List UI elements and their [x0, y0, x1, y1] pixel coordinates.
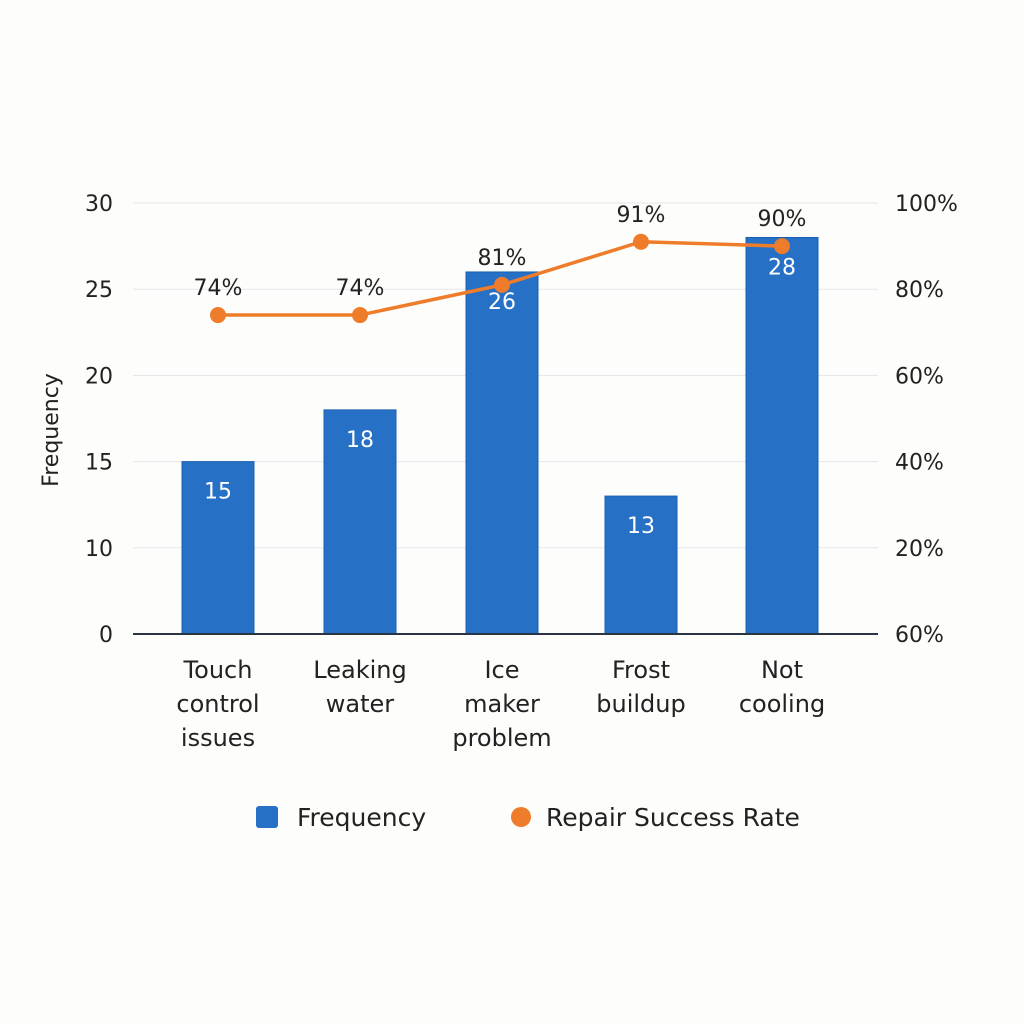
x-tick-label: problem — [452, 724, 551, 752]
x-tick-label: Frost — [612, 656, 670, 684]
bar-data-label: 15 — [204, 480, 232, 505]
x-tick-label: control — [176, 690, 259, 718]
line-data-label: 81% — [478, 246, 527, 271]
bar — [465, 271, 539, 635]
bar-data-label: 28 — [768, 255, 796, 280]
y-left-tick-label: 10 — [85, 537, 113, 562]
x-tick-label: cooling — [739, 690, 825, 718]
x-tick-label: water — [326, 690, 395, 718]
bar — [745, 236, 819, 635]
line-data-label: 74% — [194, 276, 243, 301]
bar — [604, 495, 678, 635]
x-tick-label: buildup — [596, 690, 685, 718]
x-tick-label: Touch — [183, 656, 253, 684]
line-point — [352, 307, 368, 324]
x-tick-label: Not — [761, 656, 803, 684]
x-tick-label: Ice — [484, 656, 519, 684]
y-right-tick-label: 100% — [895, 192, 958, 217]
bar — [181, 461, 255, 635]
y-right-tick-label: 60% — [895, 364, 944, 389]
x-tick-label: issues — [181, 724, 255, 752]
line-point — [494, 276, 510, 293]
x-tick-label: maker — [464, 690, 540, 718]
y-left-tick-label: 25 — [85, 278, 113, 303]
y-right-tick-label: 60% — [895, 623, 944, 648]
line-data-label: 91% — [617, 203, 666, 228]
x-tick-label: Leaking — [313, 656, 406, 684]
line-point — [774, 238, 790, 255]
legend-label-repair-success-rate: Repair Success Rate — [546, 803, 800, 832]
y-axis-label: Frequency — [39, 373, 64, 487]
line-point — [633, 233, 649, 250]
y-left-tick-label: 0 — [99, 623, 113, 648]
y-left-tick-label: 30 — [85, 192, 113, 217]
y-right-tick-label: 80% — [895, 278, 944, 303]
line-data-label: 90% — [758, 207, 807, 232]
line-point — [210, 307, 226, 324]
legend-label-frequency: Frequency — [297, 803, 426, 832]
line-data-label: 74% — [336, 276, 385, 301]
legend-line-marker-icon — [511, 807, 531, 827]
y-right-tick-label: 40% — [895, 451, 944, 476]
bar-data-label: 18 — [346, 428, 374, 453]
y-left-tick-label: 15 — [85, 451, 113, 476]
bar-data-label: 13 — [627, 514, 655, 539]
y-right-tick-label: 20% — [895, 537, 944, 562]
legend-bar-swatch-icon — [256, 806, 278, 828]
y-left-tick-label: 20 — [85, 364, 113, 389]
bar-data-label: 26 — [488, 290, 516, 315]
